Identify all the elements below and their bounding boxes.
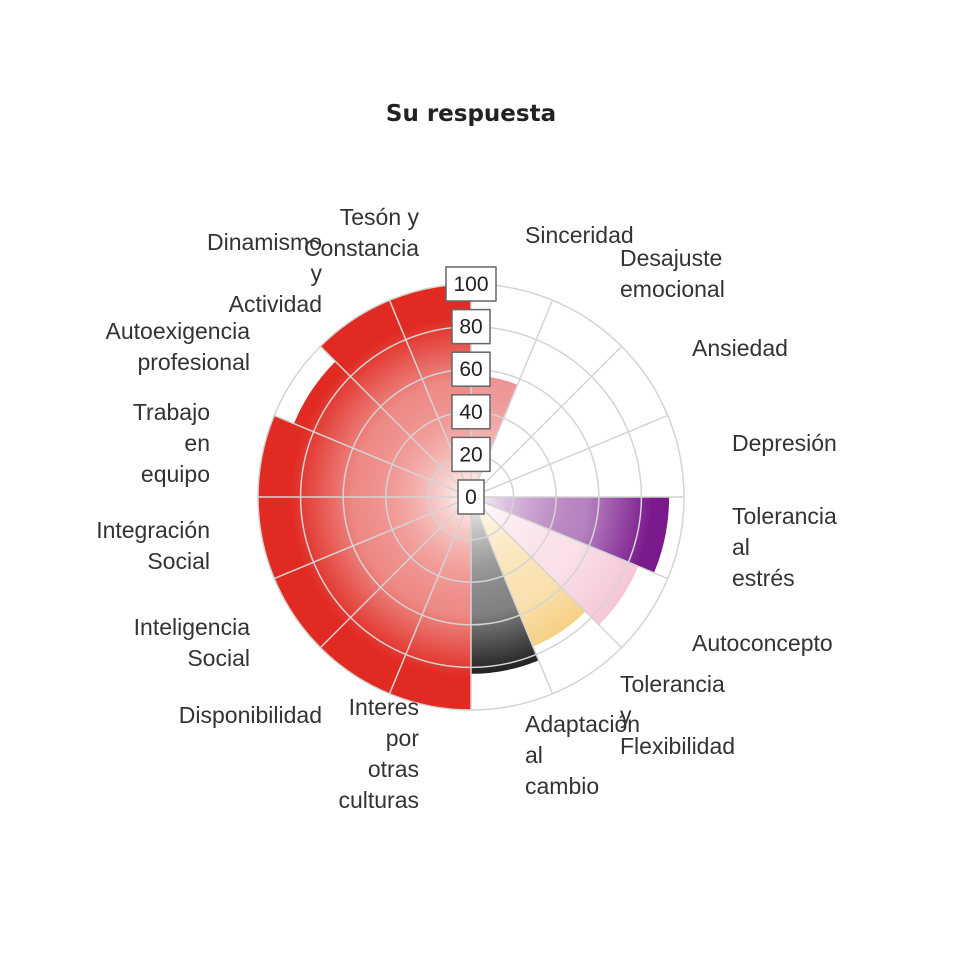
- r-tick-label: 0: [465, 486, 477, 509]
- r-tick: 60: [451, 351, 491, 387]
- category-label: Disponibilidad: [179, 702, 322, 728]
- sector-7: [471, 497, 586, 647]
- category-label: Integración Social: [96, 517, 210, 574]
- category-label: Desajuste emocional: [620, 245, 725, 302]
- sector-8: [471, 497, 539, 674]
- r-tick-label: 60: [459, 358, 482, 381]
- r-tick-label: 100: [453, 273, 488, 296]
- grid-spoke: [273, 414, 472, 498]
- grid-spoke: [470, 345, 623, 498]
- grid-spoke: [319, 496, 472, 649]
- category-label: Tolerancia al estrés: [732, 503, 837, 591]
- category-label: Sinceridad: [525, 222, 634, 248]
- category-label: Interes por otras culturas: [338, 694, 419, 813]
- grid-spoke: [470, 496, 669, 580]
- category-label: Autoconcepto: [692, 630, 833, 656]
- category-label: Tesón y Constancia: [304, 204, 420, 261]
- category-label: Inteligencia Social: [134, 614, 251, 671]
- grid-spoke: [470, 496, 554, 695]
- chart-title: Su respuesta: [386, 101, 556, 127]
- r-tick-box: [451, 351, 491, 387]
- r-tick: 40: [451, 394, 491, 430]
- grid-spoke: [388, 496, 472, 695]
- grid-spoke: [470, 496, 623, 649]
- category-label: Dinamismo y Actividad: [207, 229, 323, 317]
- r-tick-label: 80: [459, 316, 482, 339]
- sector-15: [320, 300, 471, 497]
- r-tick-label: 40: [459, 401, 482, 424]
- category-label: Autoexigencia profesional: [106, 318, 251, 375]
- r-tick-box: [451, 308, 491, 345]
- grid-spoke: [319, 345, 472, 498]
- category-label: Tolerancia y Flexibilidad: [620, 671, 735, 759]
- r-ticks: 0 20 40 60 80 100: [445, 266, 497, 515]
- r-tick: 20: [451, 436, 491, 473]
- sector-10: [320, 497, 471, 694]
- sector-11: [274, 497, 471, 648]
- category-label: Trabajo en equipo: [133, 399, 210, 487]
- grid-spoke: [273, 496, 472, 580]
- r-tick-box: [445, 266, 497, 302]
- sector-5: [471, 497, 670, 573]
- category-label: Adaptación al cambio: [525, 711, 640, 799]
- category-label: Ansiedad: [692, 335, 788, 361]
- r-tick: 0: [457, 479, 485, 515]
- r-tick: 80: [451, 308, 491, 345]
- r-tick: 100: [445, 266, 497, 302]
- r-tick-box: [457, 479, 485, 515]
- sector-6: [471, 497, 639, 626]
- r-tick-label: 20: [459, 443, 482, 466]
- r-tick-box: [451, 394, 491, 430]
- r-tick-box: [451, 436, 491, 473]
- grid-spoke: [470, 414, 669, 498]
- category-label: Depresión: [732, 430, 837, 456]
- sector-14: [293, 361, 471, 497]
